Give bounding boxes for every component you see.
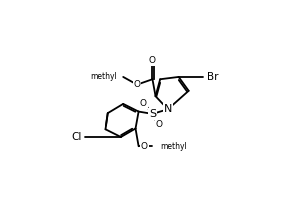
Text: methyl: methyl	[90, 72, 117, 82]
Text: O: O	[156, 120, 163, 129]
Text: N: N	[164, 104, 172, 114]
Text: methyl: methyl	[160, 142, 187, 151]
Text: O: O	[141, 142, 148, 151]
Text: Br: Br	[207, 72, 219, 82]
Text: O: O	[149, 56, 156, 65]
Text: O: O	[140, 99, 147, 108]
Text: S: S	[149, 109, 156, 119]
Text: Cl: Cl	[71, 132, 82, 142]
Text: O: O	[133, 80, 140, 89]
